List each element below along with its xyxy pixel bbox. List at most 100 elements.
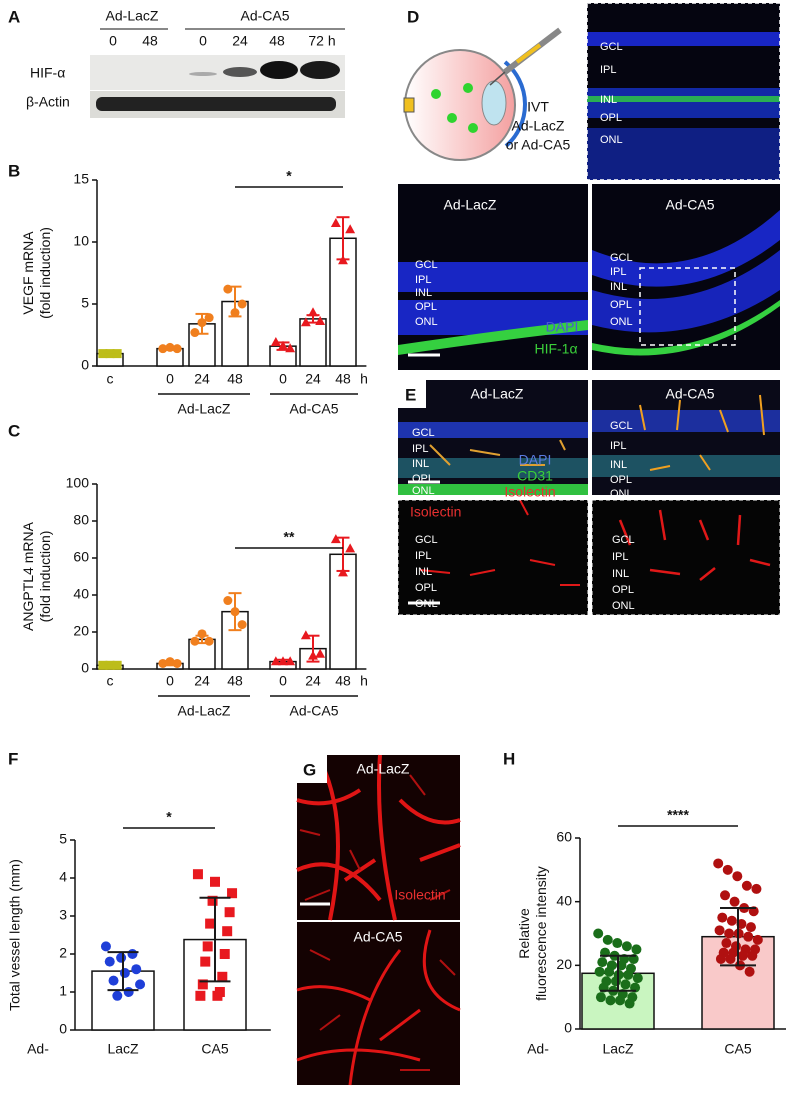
data-point (623, 969, 634, 980)
image-title: Ad-CA5 (665, 197, 714, 213)
data-point (595, 992, 606, 1003)
blot-row: HIF-α (30, 65, 65, 81)
group-label: Ad-LacZ (178, 703, 231, 719)
data-point (112, 349, 122, 359)
data-point (237, 299, 247, 309)
group-label: Ad-CA5 (289, 703, 338, 719)
stain-label: Isolectin (394, 887, 445, 903)
x-unit: h (360, 371, 368, 387)
image-title: Ad-LacZ (471, 386, 524, 402)
data-point (612, 938, 623, 949)
y-tick-label: 4 (59, 869, 67, 885)
lane-label: 0 (199, 33, 207, 49)
lane-label: 24 (232, 33, 248, 49)
y-tick-label: 40 (556, 892, 572, 908)
data-point (158, 344, 168, 354)
panel-letter: H (503, 749, 515, 768)
x-tick-label: 0 (279, 371, 287, 387)
band (189, 72, 217, 76)
y-axis-label: Relative (516, 908, 532, 959)
data-point (631, 944, 642, 955)
y-tick-label: 80 (73, 512, 89, 528)
y-tick-label: 40 (73, 586, 89, 602)
y-tick-label: 60 (556, 829, 572, 845)
data-point (135, 979, 146, 990)
layer-label: OPL (610, 474, 632, 486)
data-point (300, 317, 311, 327)
data-point (610, 976, 621, 987)
y-tick-label: 0 (59, 1021, 67, 1037)
western-blot: Ad-LacZ Ad-CA5 0 48 0 24 48 72 h HIF-α β… (26, 8, 345, 118)
image-title: Ad-LacZ (444, 197, 497, 213)
data-point (200, 956, 211, 967)
data-point (744, 966, 755, 977)
data-point (604, 966, 615, 977)
layer-label: GCL (600, 41, 623, 53)
data-point (300, 630, 311, 640)
flatmount-image: G Ad-LacZ Isolectin Ad-CA5 (296, 754, 461, 1086)
layer-label: INL (600, 94, 617, 106)
x-prefix: Ad- (527, 1041, 549, 1057)
data-point (720, 890, 731, 901)
data-point (594, 966, 605, 977)
data-point (190, 636, 200, 646)
data-point (597, 957, 608, 968)
blot-row: β-Actin (26, 94, 70, 110)
data-point (197, 979, 208, 990)
data-point (224, 907, 235, 918)
blot-group: Ad-CA5 (240, 8, 289, 24)
route-label: IVT (527, 99, 549, 115)
band (96, 97, 336, 111)
y-axis-label: Total vessel length (mm) (7, 859, 23, 1011)
data-point (237, 620, 247, 630)
data-point (210, 876, 220, 887)
data-point (624, 998, 635, 1009)
layer-label: OPL (412, 473, 434, 485)
data-point (172, 344, 182, 354)
data-point (747, 950, 758, 961)
data-point (345, 224, 356, 234)
data-point (722, 864, 733, 875)
layer-label: OPL (600, 112, 622, 124)
y-tick-label: 2 (59, 945, 67, 961)
x-tick-label: 48 (227, 371, 243, 387)
significance-label: * (166, 809, 172, 825)
data-point (620, 979, 631, 990)
x-tick-label: 48 (227, 673, 243, 689)
data-point (632, 973, 643, 984)
y-tick-label: 0 (81, 660, 89, 676)
data-point (195, 990, 206, 1001)
data-point (593, 928, 604, 939)
data-point (741, 880, 752, 891)
y-tick-label: 10 (73, 233, 89, 249)
data-point (108, 975, 119, 986)
data-point (112, 660, 122, 670)
layer-label: ONL (415, 598, 438, 610)
data-point (98, 660, 108, 670)
layer-label: OPL (415, 582, 437, 594)
data-point (100, 941, 111, 952)
x-prefix: Ad- (27, 1041, 49, 1057)
data-point (204, 313, 214, 323)
panel-letter: F (8, 749, 18, 768)
y-tick-label: 3 (59, 907, 67, 923)
panel-letter: A (8, 7, 20, 26)
significance-label: * (286, 168, 292, 184)
lane-label: 48 (269, 33, 285, 49)
x-tick-label: 0 (166, 673, 174, 689)
y-tick-label: 20 (556, 956, 572, 972)
layer-label: IPL (610, 440, 627, 452)
data-point (223, 596, 233, 606)
panel-letter: D (407, 7, 419, 26)
layer-label: INL (415, 287, 432, 299)
data-point (308, 307, 318, 317)
treatment-label: or Ad-CA5 (506, 137, 571, 153)
data-point (205, 918, 216, 929)
layer-label: INL (610, 281, 627, 293)
image-title: Ad-CA5 (665, 386, 714, 402)
stain-label: CD31 (517, 468, 553, 484)
y-tick-label: 1 (59, 983, 67, 999)
eye-schematic: IVT Ad-LacZ or Ad-CA5 (403, 27, 571, 161)
x-tick-label: 48 (335, 371, 351, 387)
